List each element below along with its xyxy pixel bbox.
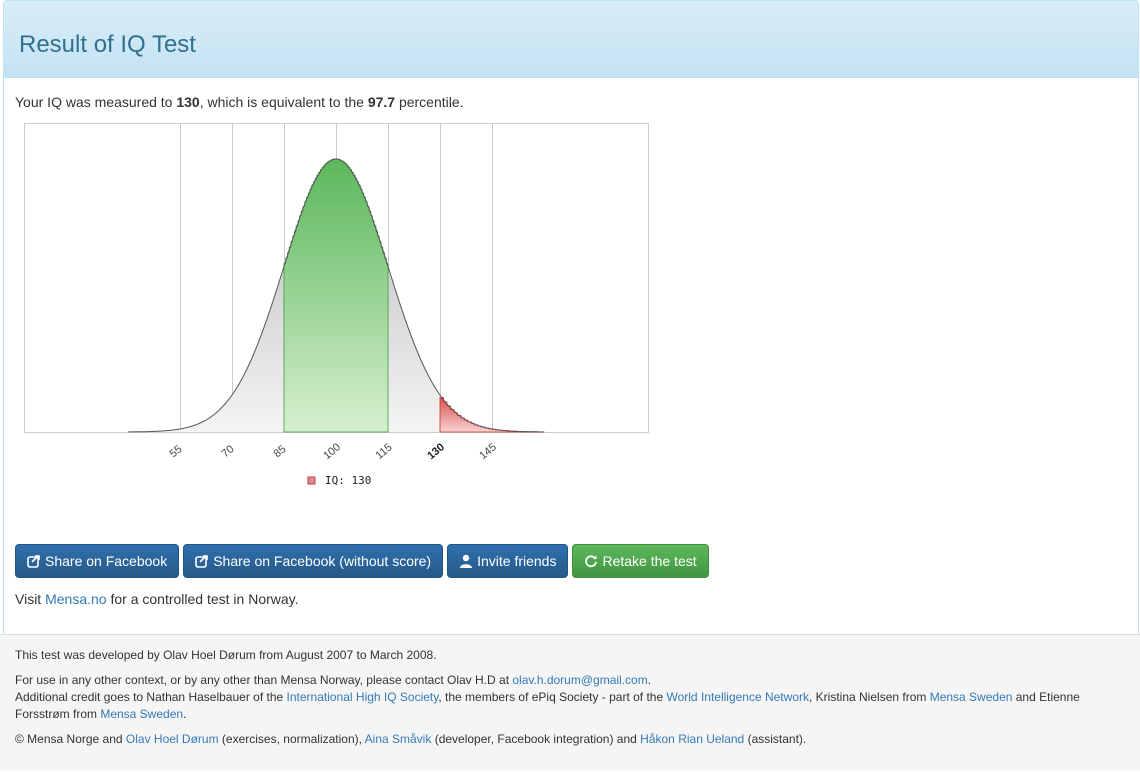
tick-label-145: 145 bbox=[477, 441, 499, 462]
share-icon bbox=[195, 554, 209, 568]
tick-label-100: 100 bbox=[321, 441, 343, 462]
visit-prefix: Visit bbox=[15, 591, 46, 607]
panel-heading: Result of IQ Test bbox=[4, 1, 1138, 78]
aina-link[interactable]: Aina Småvik bbox=[364, 732, 432, 746]
chart-svg: 55 70 85 100 115 130 145 IQ: 130 bbox=[24, 123, 649, 487]
footer-credits: Additional credit goes to Nathan Haselba… bbox=[15, 689, 1125, 723]
action-buttons: Share on Facebook Share on Facebook (wit… bbox=[15, 544, 709, 578]
legend-label: IQ: 130 bbox=[325, 474, 371, 487]
footer-contact: For use in any other context, or by any … bbox=[15, 672, 1125, 689]
tick-label-55: 55 bbox=[168, 443, 185, 460]
credit-text: Additional credit goes to Nathan Haselba… bbox=[15, 690, 287, 704]
tick-label-115: 115 bbox=[373, 441, 394, 461]
summary-suffix: percentile. bbox=[395, 94, 464, 110]
world-intelligence-network-link[interactable]: World Intelligence Network bbox=[666, 690, 809, 704]
share-facebook-no-score-button[interactable]: Share on Facebook (without score) bbox=[183, 544, 444, 578]
contact-prefix: For use in any other context, or by any … bbox=[15, 673, 513, 687]
summary-prefix: Your IQ was measured to bbox=[15, 94, 177, 110]
share-icon bbox=[27, 554, 41, 568]
footer: This test was developed by Olav Hoel Dør… bbox=[0, 634, 1140, 771]
retake-test-button[interactable]: Retake the test bbox=[572, 544, 709, 578]
copyright-text: © Mensa Norge and bbox=[15, 732, 126, 746]
refresh-icon bbox=[584, 554, 598, 568]
visit-suffix: for a controlled test in Norway. bbox=[106, 591, 299, 607]
footer-copyright: © Mensa Norge and Olav Hoel Dørum (exerc… bbox=[15, 731, 1125, 748]
tick-label-70: 70 bbox=[220, 443, 237, 460]
mensa-sweden-link-2[interactable]: Mensa Sweden bbox=[100, 707, 184, 721]
share-facebook-label: Share on Facebook bbox=[45, 553, 168, 569]
invite-friends-label: Invite friends bbox=[477, 553, 557, 569]
summary-middle: , which is equivalent to the bbox=[199, 94, 368, 110]
result-summary: Your IQ was measured to 130, which is eq… bbox=[15, 94, 464, 110]
copyright-text: (assistant). bbox=[744, 732, 807, 746]
mensa-sweden-link[interactable]: Mensa Sweden bbox=[929, 690, 1013, 704]
distribution-curve bbox=[128, 158, 544, 433]
retake-test-label: Retake the test bbox=[602, 553, 697, 569]
tick-label-130: 130 bbox=[425, 441, 447, 462]
hakon-link[interactable]: Håkon Rian Ueland bbox=[640, 732, 745, 746]
iq-distribution-chart: 55 70 85 100 115 130 145 IQ: 130 bbox=[20, 122, 670, 502]
invite-friends-button[interactable]: Invite friends bbox=[447, 544, 569, 578]
credit-text: , Kristina Nielsen from bbox=[809, 690, 930, 704]
credit-text: , the members of ePiq Society - part of … bbox=[438, 690, 667, 704]
percentile-value: 97.7 bbox=[367, 94, 396, 110]
iq-score: 130 bbox=[176, 94, 200, 110]
contact-email-link[interactable]: olav.h.dorum@gmail.com bbox=[512, 673, 648, 687]
page-title: Result of IQ Test bbox=[19, 31, 196, 58]
credit-text: and Etienne Forsstrøm from bbox=[15, 690, 1080, 721]
legend-swatch bbox=[307, 476, 316, 485]
copyright-text: (developer, Facebook integration) and bbox=[431, 732, 641, 746]
hiq-society-link[interactable]: International High IQ Society bbox=[286, 690, 439, 704]
contact-suffix: . bbox=[647, 673, 652, 687]
copyright-text: (exercises, normalization), bbox=[218, 732, 365, 746]
share-facebook-button[interactable]: Share on Facebook bbox=[15, 544, 180, 578]
mensa-link[interactable]: Mensa.no bbox=[45, 591, 107, 607]
visit-text: Visit Mensa.no for a controlled test in … bbox=[15, 591, 299, 607]
credit-text: . bbox=[183, 707, 187, 721]
share-facebook-no-score-label: Share on Facebook (without score) bbox=[213, 553, 432, 569]
tick-label-85: 85 bbox=[272, 443, 289, 460]
olav-link[interactable]: Olav Hoel Dørum bbox=[125, 732, 219, 746]
footer-development-note: This test was developed by Olav Hoel Dør… bbox=[15, 648, 437, 662]
user-icon bbox=[459, 554, 473, 568]
